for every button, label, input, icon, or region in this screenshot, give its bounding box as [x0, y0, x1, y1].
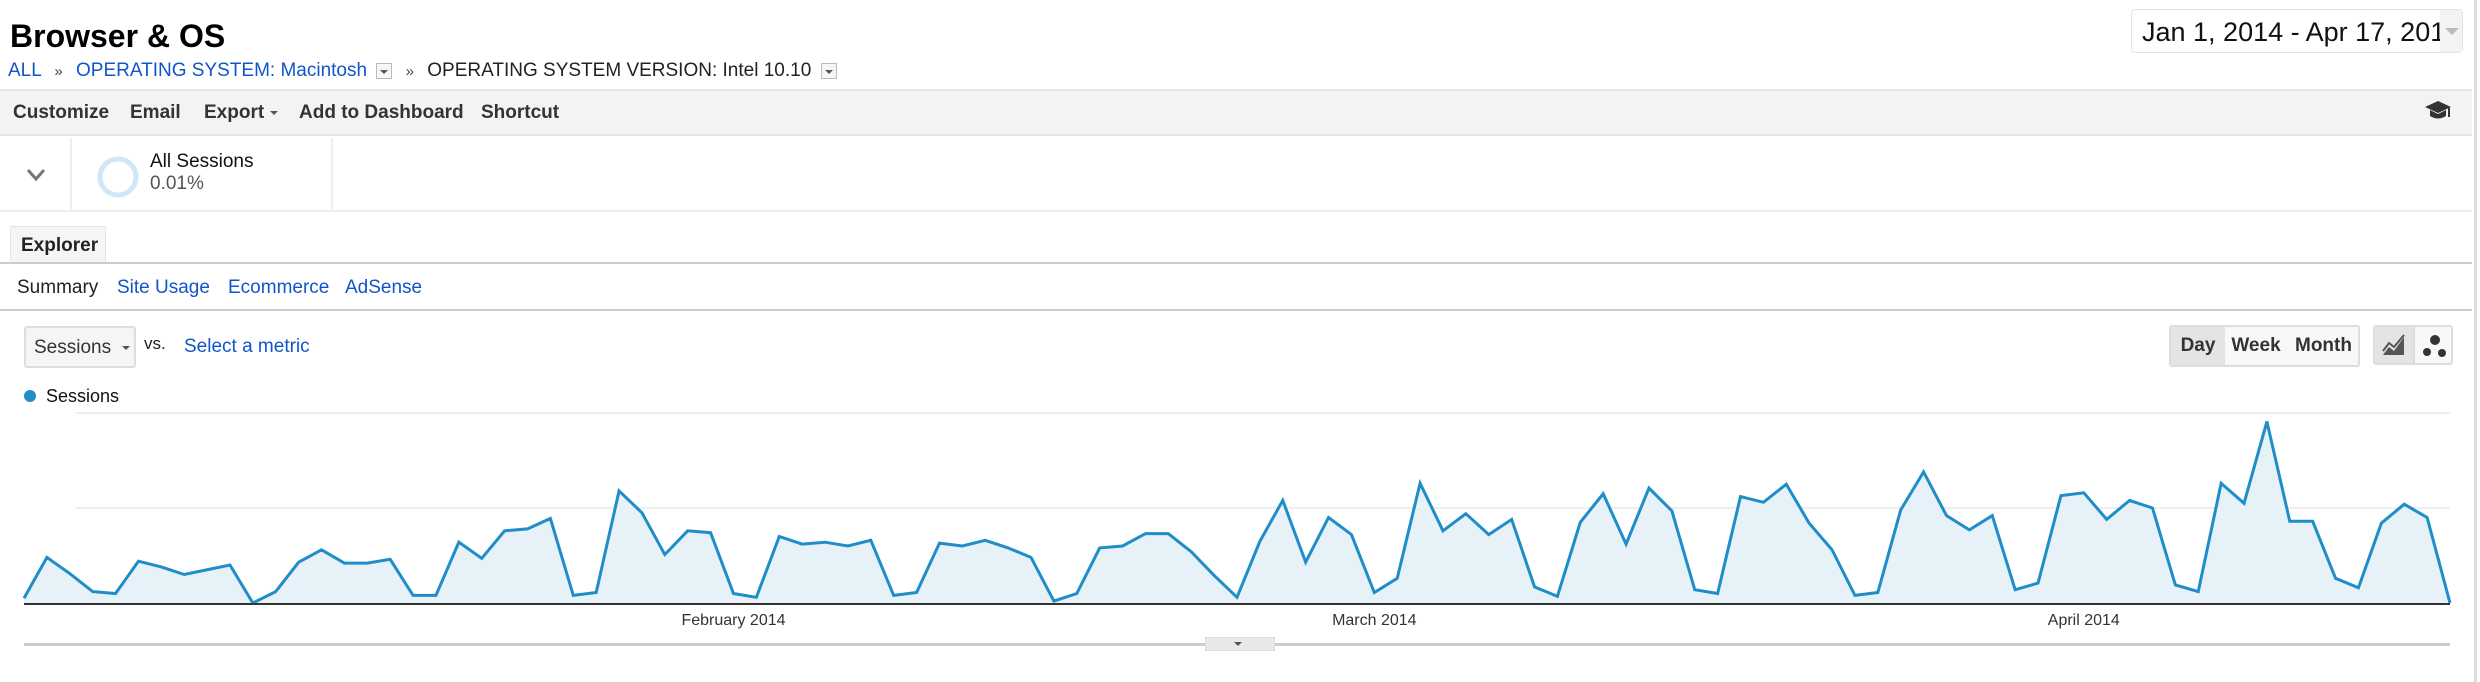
subtab-summary[interactable]: Summary — [17, 277, 99, 298]
chevron-down-icon[interactable] — [26, 168, 46, 182]
breadcrumb-os-version: OPERATING SYSTEM VERSION: Intel 10.10 — [427, 60, 812, 81]
series-area — [24, 421, 2450, 603]
x-tick-label: March 2014 — [1332, 612, 1417, 629]
segment-bar: All Sessions 0.01% — [0, 138, 2472, 212]
tab-divider — [0, 262, 2472, 264]
month-button[interactable]: Month — [2287, 327, 2358, 365]
email-button[interactable]: Email — [130, 102, 181, 123]
motion-chart-icon — [2423, 335, 2446, 357]
metric-dropdown[interactable]: Sessions — [24, 326, 136, 368]
caret-down-icon — [122, 346, 130, 350]
chart-resize-handle[interactable] — [1205, 637, 1275, 651]
breadcrumb-separator: » — [405, 63, 414, 80]
subtab-divider — [0, 309, 2472, 311]
mortarboard-icon[interactable] — [2424, 99, 2452, 123]
metric-label: Sessions — [34, 337, 112, 358]
week-button[interactable]: Week — [2225, 327, 2289, 365]
segment-name[interactable]: All Sessions — [150, 151, 254, 172]
breadcrumb: ALL » OPERATING SYSTEM: Macintosh » OPER… — [8, 60, 837, 82]
subtab-site-usage[interactable]: Site Usage — [117, 277, 210, 298]
add-to-dashboard-button[interactable]: Add to Dashboard — [299, 102, 464, 123]
x-tick-label: April 2014 — [2047, 612, 2120, 629]
x-tick-label: February 2014 — [681, 612, 786, 629]
legend-dot-icon — [24, 390, 36, 402]
motion-chart-button[interactable] — [2415, 327, 2451, 363]
subtab-adsense[interactable]: AdSense — [345, 277, 423, 298]
breadcrumb-all[interactable]: ALL — [8, 60, 42, 81]
granularity-toggle: Day Week Month — [2169, 325, 2360, 367]
chevron-down-icon[interactable] — [2440, 10, 2462, 52]
toolbar: Customize Email Export Add to Dashboard … — [0, 89, 2472, 136]
customize-button[interactable]: Customize — [13, 102, 110, 123]
series-line — [22, 421, 2452, 605]
line-chart-icon — [2382, 334, 2405, 355]
date-range-picker[interactable]: Jan 1, 2014 - Apr 17, 2014 — [2131, 9, 2463, 53]
caret-down-icon — [1234, 642, 1242, 646]
breadcrumb-operating-system[interactable]: OPERATING SYSTEM: Macintosh — [76, 60, 368, 81]
date-range-text: Jan 1, 2014 - Apr 17, 2014 — [2142, 17, 2461, 47]
dropdown-arrow-icon[interactable] — [820, 62, 837, 79]
segment-ring-icon — [97, 156, 139, 198]
shortcut-button[interactable]: Shortcut — [481, 102, 560, 123]
export-button[interactable]: Export — [204, 102, 279, 124]
vs-label: vs. — [144, 334, 166, 353]
tab-explorer[interactable]: Explorer — [10, 226, 106, 264]
dropdown-arrow-icon[interactable] — [376, 62, 393, 79]
right-border — [2474, 0, 2477, 682]
line-chart-button[interactable] — [2375, 327, 2415, 363]
legend-label: Sessions — [46, 386, 120, 406]
segment-percent: 0.01% — [150, 173, 204, 194]
subtab-ecommerce[interactable]: Ecommerce — [228, 277, 330, 298]
chart-type-toggle — [2373, 325, 2453, 365]
breadcrumb-separator: » — [54, 63, 63, 80]
export-label: Export — [204, 102, 265, 123]
page-title: Browser & OS — [10, 18, 226, 54]
caret-down-icon — [270, 110, 279, 115]
tab-explorer-label: Explorer — [21, 235, 99, 256]
select-metric-link[interactable]: Select a metric — [184, 336, 310, 357]
day-button[interactable]: Day — [2171, 327, 2227, 365]
